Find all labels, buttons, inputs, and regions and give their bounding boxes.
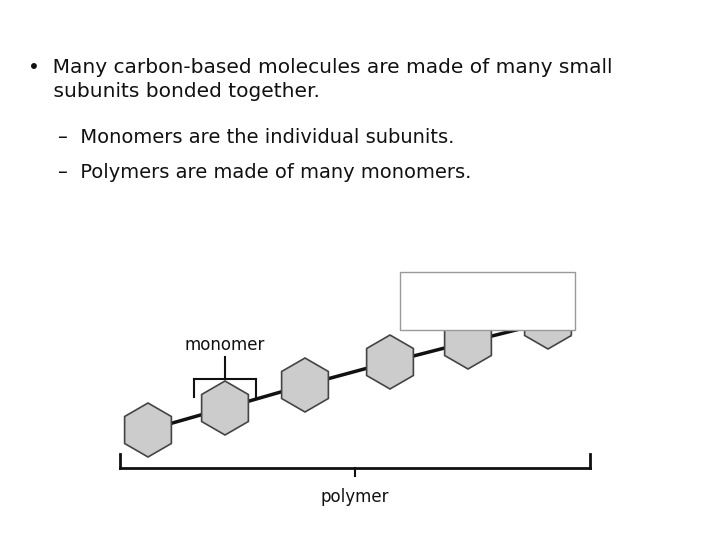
Text: mono- = one: mono- = one — [407, 280, 505, 294]
Polygon shape — [445, 315, 491, 369]
Polygon shape — [366, 335, 413, 389]
Text: subunits bonded together.: subunits bonded together. — [28, 82, 320, 101]
Polygon shape — [525, 295, 572, 349]
Polygon shape — [282, 358, 328, 412]
FancyBboxPatch shape — [400, 272, 575, 330]
Text: –  Polymers are made of many monomers.: – Polymers are made of many monomers. — [58, 163, 472, 182]
Text: •  Many carbon-based molecules are made of many small: • Many carbon-based molecules are made o… — [28, 58, 613, 77]
Polygon shape — [202, 381, 248, 435]
Text: polymer: polymer — [320, 488, 390, 506]
Text: –  Monomers are the individual subunits.: – Monomers are the individual subunits. — [58, 128, 454, 147]
Text: poly- = many: poly- = many — [407, 304, 509, 318]
Text: monomer: monomer — [185, 336, 265, 354]
Polygon shape — [125, 403, 171, 457]
